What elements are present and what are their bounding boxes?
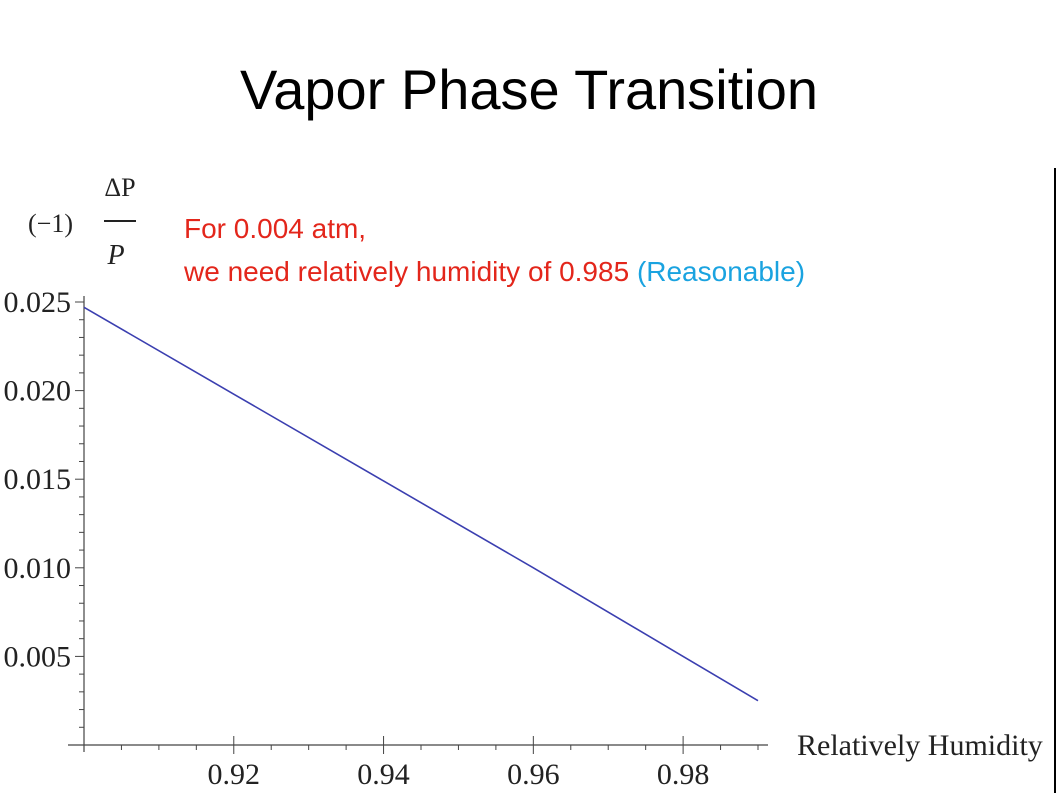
x-axis-label: Relatively Humidity xyxy=(797,729,1043,762)
x-tick-label: 0.98 xyxy=(657,758,710,791)
y-axis-label-prefix: (−1) xyxy=(28,209,73,238)
y-axis-label-denominator: P xyxy=(106,240,124,271)
slide-title: Vapor Phase Transition xyxy=(240,58,818,121)
x-tick-label: 0.92 xyxy=(208,758,261,791)
x-tick-label: 0.96 xyxy=(507,758,560,791)
annotation-text-1: For 0.004 atm, xyxy=(184,213,367,244)
x-tick-label: 0.94 xyxy=(357,758,410,791)
y-tick-label: 0.020 xyxy=(4,375,72,408)
y-tick-label: 0.015 xyxy=(4,463,72,496)
y-tick-label: 0.005 xyxy=(4,640,72,673)
annotation-line-1: For 0.004 atm, xyxy=(184,215,366,243)
y-tick-label: 0.010 xyxy=(4,552,72,585)
annotation-reasonable-note: (Reasonable) xyxy=(636,256,806,287)
annotation-line-2: we need relatively humidity of 0.985 (Re… xyxy=(184,258,805,286)
y-tick-label: 0.025 xyxy=(4,286,72,319)
data-line xyxy=(83,306,759,702)
annotation-text-2: we need relatively humidity of 0.985 xyxy=(184,256,630,287)
y-axis-label-numerator: ΔP xyxy=(104,173,135,202)
